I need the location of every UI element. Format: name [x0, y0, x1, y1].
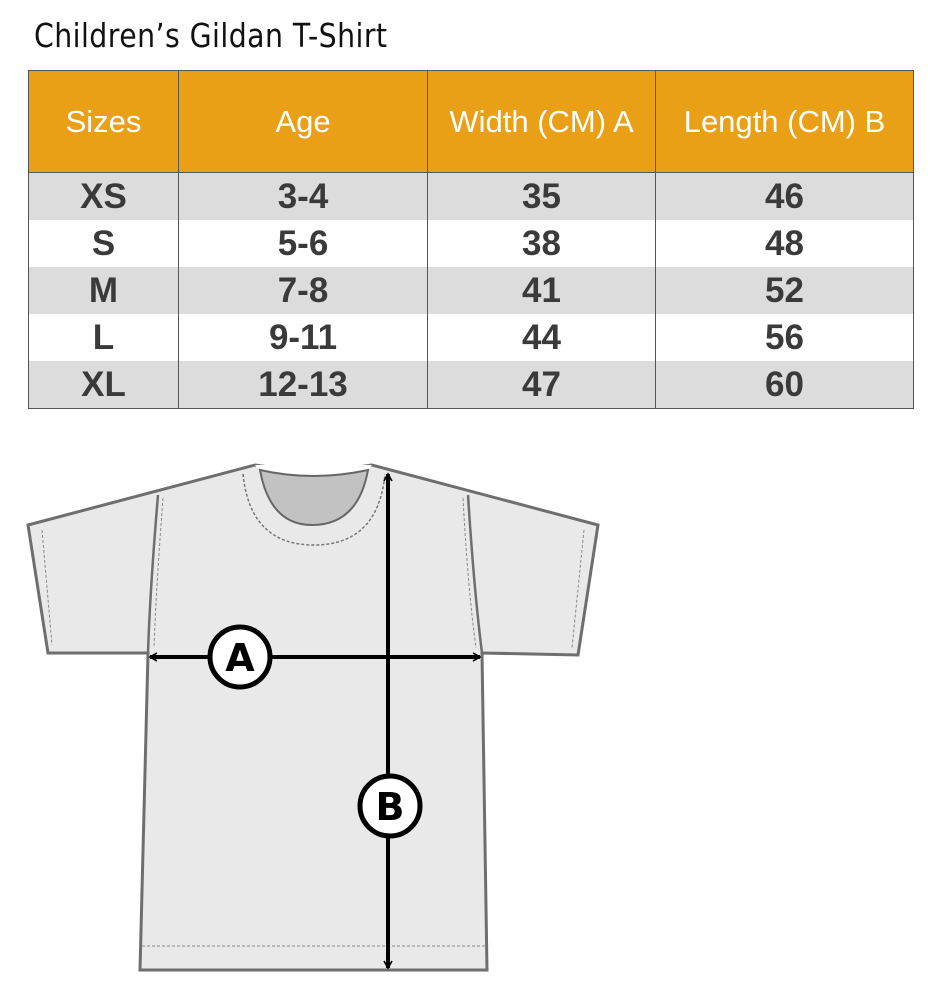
cell-size: XL: [28, 361, 179, 409]
cell-age: 3-4: [178, 172, 428, 220]
cell-age: 5-6: [178, 220, 428, 267]
collar-inner: [258, 468, 370, 527]
cell-length: 60: [655, 361, 914, 409]
cell-length: 46: [655, 172, 914, 220]
cell-age: 7-8: [178, 267, 428, 314]
tshirt-outline: [26, 463, 600, 972]
table-header: Sizes Age Width (CM) A Length (CM) B: [28, 70, 914, 173]
label-a-circle: [207, 624, 273, 690]
header-width: Width (CM) A: [427, 70, 656, 173]
size-table: Sizes Age Width (CM) A Length (CM) B XS 3…: [28, 70, 914, 409]
header-length: Length (CM) B: [655, 70, 914, 173]
cell-size: S: [28, 220, 179, 267]
label-b: B: [376, 785, 405, 829]
table-row: S 5-6 38 48: [28, 220, 914, 267]
header-sizes: Sizes: [28, 70, 179, 173]
cell-width: 44: [427, 314, 656, 361]
cell-size: M: [28, 267, 179, 314]
cell-length: 48: [655, 220, 914, 267]
label-a: A: [225, 636, 255, 680]
page-title: Children’s Gildan T-Shirt: [34, 16, 388, 55]
cell-age: 12-13: [178, 361, 428, 409]
cell-length: 52: [655, 267, 914, 314]
cell-length: 56: [655, 314, 914, 361]
cell-width: 35: [427, 172, 656, 220]
cell-age: 9-11: [178, 314, 428, 361]
label-b-circle: [357, 773, 423, 839]
table-row: XL 12-13 47 60: [28, 361, 914, 409]
table-row: L 9-11 44 56: [28, 314, 914, 361]
cell-width: 41: [427, 267, 656, 314]
table-row: XS 3-4 35 46: [28, 172, 914, 220]
cell-size: XS: [28, 172, 179, 220]
cell-width: 47: [427, 361, 656, 409]
table-row: M 7-8 41 52: [28, 267, 914, 314]
header-age: Age: [178, 70, 428, 173]
cell-width: 38: [427, 220, 656, 267]
